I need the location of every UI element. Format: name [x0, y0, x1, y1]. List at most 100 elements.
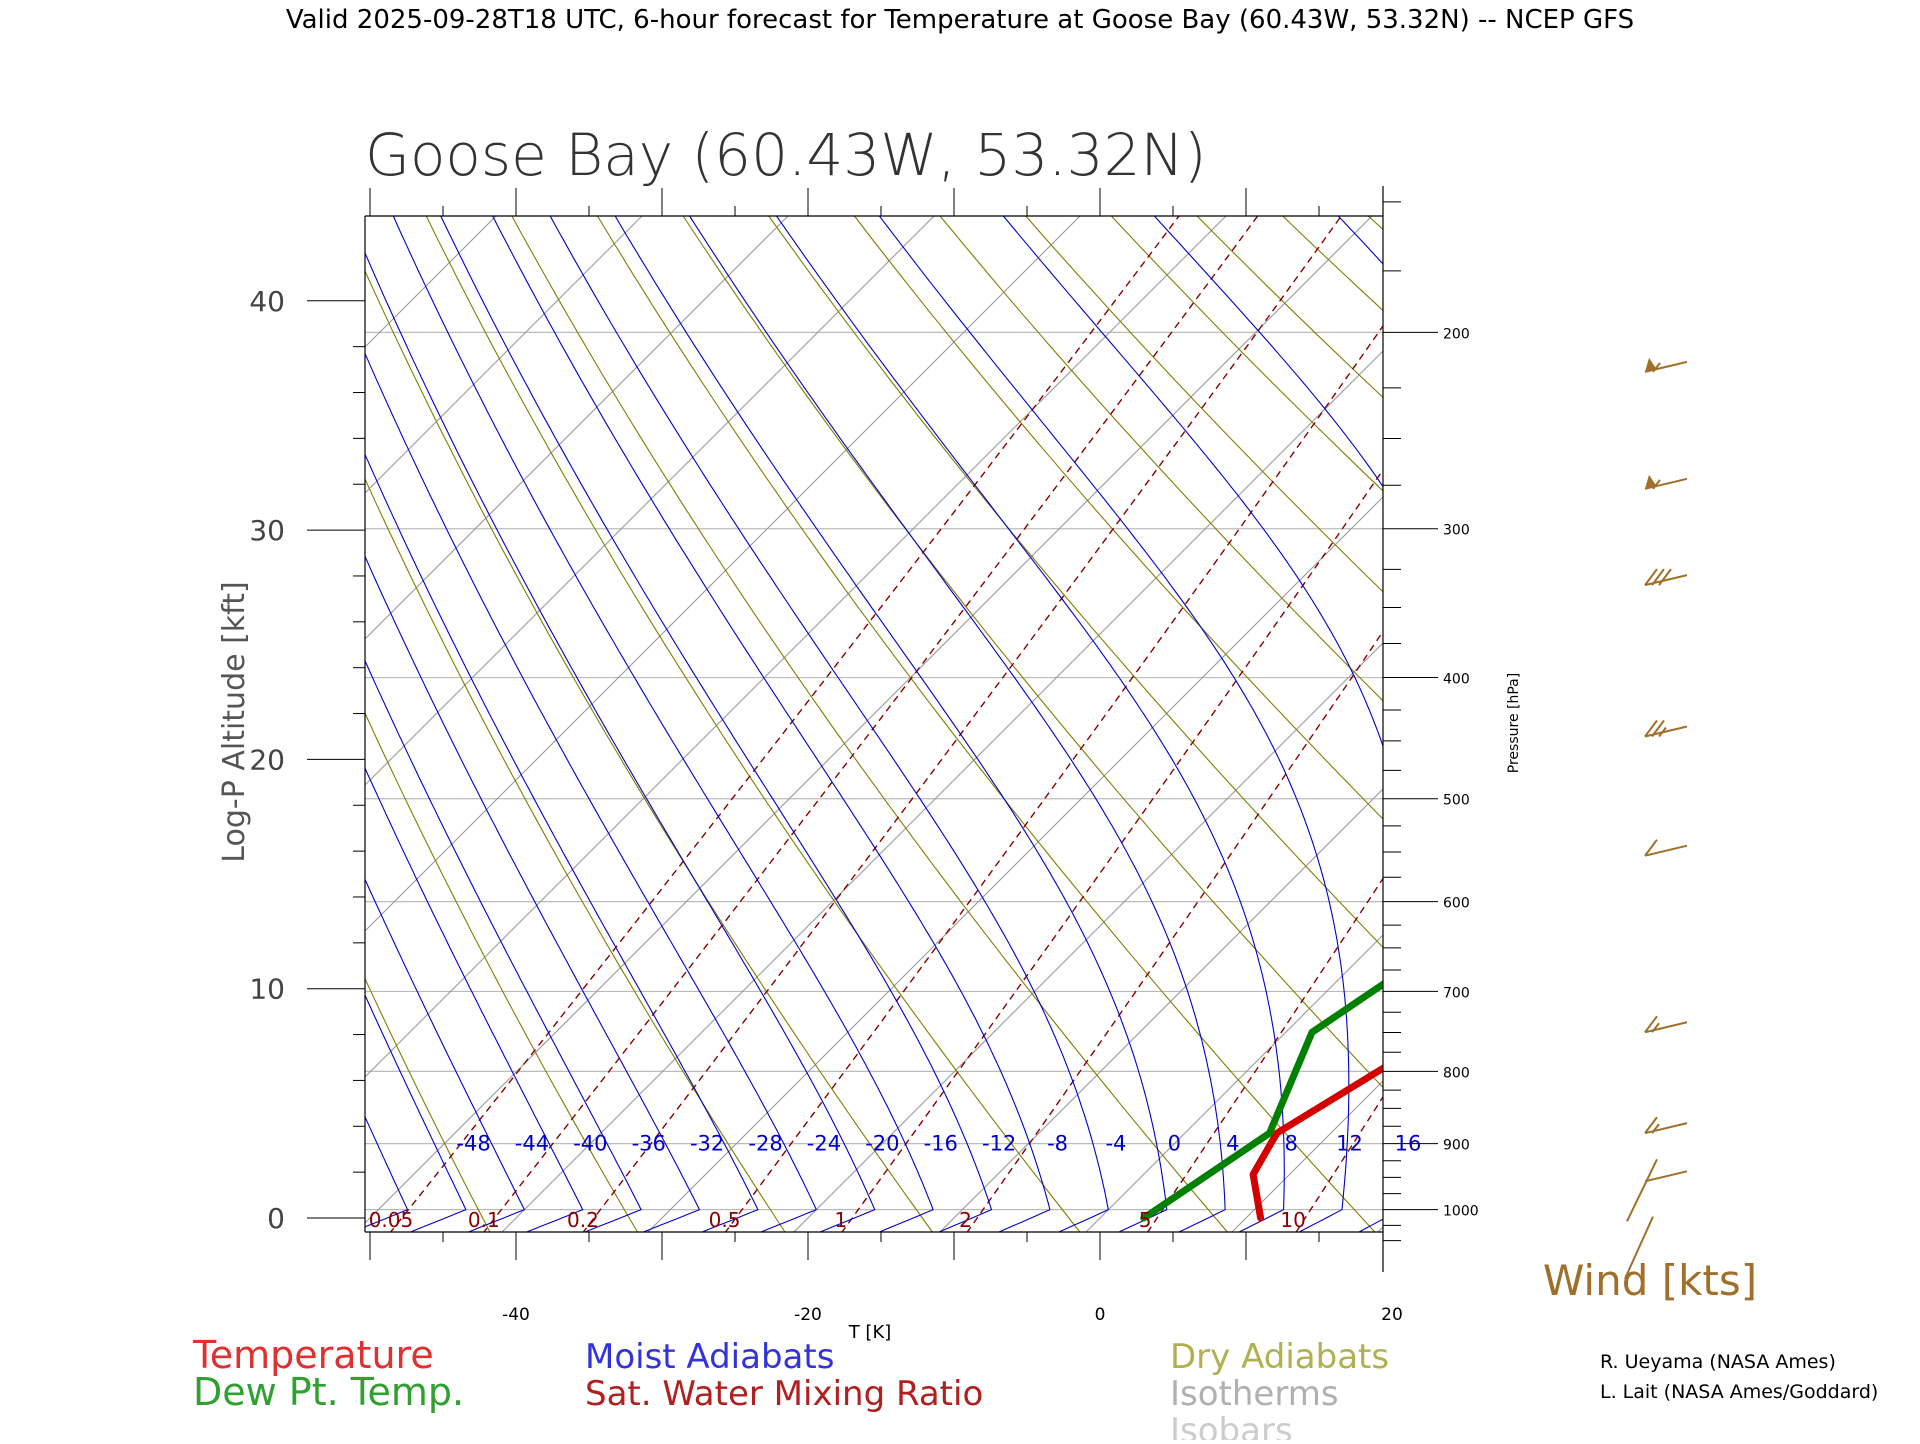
moist-adiabat-line [365, 878, 526, 1232]
pressure-tick-label: 900 [1443, 1138, 1470, 1154]
wind-barb-full [1644, 568, 1658, 586]
wind-barb [1626, 1158, 1688, 1222]
moist-adiabat-line [1002, 216, 1383, 1232]
dry-adiabat-line [511, 216, 1229, 1232]
moist-adiabat-label: -24 [807, 1132, 841, 1156]
moist-adiabat-label: -32 [690, 1132, 724, 1156]
wind-barb-full [1644, 839, 1658, 857]
moist-adiabat-line [365, 993, 467, 1232]
dry-adiabat-line [1196, 216, 1383, 399]
isotherm-line [1504, 209, 1920, 1252]
moist-adiabat-line [392, 216, 934, 1232]
mixing-ratio-label: 1 [834, 1208, 847, 1232]
moist-adiabat-label: -36 [632, 1132, 666, 1156]
legend-mixing-ratio: Sat. Water Mixing Ratio [585, 1374, 983, 1414]
mixing-ratio-line [841, 468, 1383, 1232]
credit-line-2: L. Lait (NASA Ames/Goddard) [1600, 1381, 1878, 1403]
dry-adiabat-line [1702, 209, 1920, 1252]
dry-adiabat-line [1616, 209, 1920, 1252]
wind-barb-staff [1626, 1158, 1658, 1222]
pressure-tick-label: 600 [1443, 896, 1470, 912]
legend-isobars: Isobars [1170, 1411, 1293, 1440]
wind-barb [1644, 1116, 1688, 1135]
wind-barb [1644, 839, 1688, 857]
wind-units-label: Wind [kts] [1543, 1256, 1757, 1305]
wind-barb [1644, 568, 1688, 587]
mixing-ratio-label: 0.5 [709, 1208, 741, 1232]
isotherm-line [501, 350, 1383, 1232]
moist-adiabat-line [614, 216, 1168, 1232]
moist-adiabat-line [491, 216, 1051, 1232]
legend-dry-adiabats: Dry Adiabats [1170, 1337, 1389, 1377]
isotherm-line [365, 216, 935, 786]
moist-adiabat-line [1337, 216, 1383, 265]
wind-barb-half [1658, 726, 1667, 738]
temperature-profile-line [1249, 1064, 1383, 1222]
wind-barb-staff [1644, 725, 1688, 738]
wind-barb-full [1644, 1116, 1658, 1134]
mixing-ratio-line [724, 324, 1383, 1232]
moist-adiabat-line [549, 216, 1109, 1232]
moist-adiabat-line [365, 453, 759, 1232]
y-tick-label: 20 [249, 743, 285, 776]
wind-barb-half [1652, 362, 1661, 373]
isotherm-line [647, 496, 1383, 1232]
pressure-axis-label: Pressure [hPa] [1506, 673, 1522, 773]
dry-adiabat-line [1787, 209, 1920, 1252]
isotherm-line [0, 209, 357, 1252]
x-tick-label: 20 [1381, 1305, 1403, 1325]
mixing-ratio-line [1146, 877, 1383, 1232]
dry-adiabat-line [853, 216, 1383, 820]
wind-barb [1624, 1216, 1654, 1280]
wind-barb-pennant [1645, 357, 1657, 372]
legend: Temperature Dew Pt. Temp. Moist Adiabats… [192, 1333, 1389, 1444]
moist-adiabat-label: 4 [1226, 1132, 1239, 1156]
moist-adiabat-line [365, 659, 642, 1232]
wind-barb-full [1644, 1015, 1658, 1033]
wind-barb-full [1658, 568, 1672, 586]
moist-adiabat-label: -20 [865, 1132, 899, 1156]
dry-adiabat-line [365, 269, 934, 1232]
dry-adiabat-line [1872, 209, 1920, 1252]
moist-adiabat-label: -40 [573, 1132, 607, 1156]
dry-adiabat-line [1024, 216, 1383, 593]
isotherm-line [1377, 1226, 1383, 1232]
y-tick-label: 30 [249, 514, 285, 547]
wind-barb-half [1651, 1123, 1660, 1134]
moist-adiabat-line [1153, 216, 1383, 488]
x-tick-label: 0 [1095, 1305, 1106, 1325]
dry-adiabat-line [682, 216, 1383, 1089]
dry-adiabat-line [1110, 216, 1383, 492]
dry-adiabat-line [365, 477, 786, 1232]
wind-barb-staff [1644, 1122, 1688, 1135]
moist-adiabat-line [365, 352, 818, 1232]
pressure-tick-label: 800 [1443, 1065, 1470, 1081]
isotherm-line [365, 216, 643, 494]
isotherm-line [365, 216, 1227, 1078]
isotherm-line [0, 209, 211, 1252]
diagram-background-lines [0, 209, 1920, 1252]
dry-adiabat-line [425, 216, 1081, 1232]
mixing-ratio-line [1295, 1095, 1383, 1232]
moist-adiabat-line [365, 555, 701, 1232]
dewpoint-profile-line [1140, 980, 1383, 1222]
dry-adiabat-line [939, 216, 1383, 702]
isotherm-line [1085, 934, 1383, 1232]
y-tick-label: 40 [249, 285, 285, 318]
x-tick-label: -20 [794, 1305, 822, 1325]
wind-barb-staff [1644, 844, 1688, 857]
dry-adiabat-line [596, 216, 1376, 1232]
moist-adiabat-line [688, 216, 1226, 1232]
axes [307, 186, 1438, 1272]
pressure-tick-label: 1000 [1443, 1204, 1479, 1220]
wind-barb-staff [1624, 1216, 1654, 1280]
mixing-ratio-line [966, 630, 1383, 1232]
moist-adiabat-line [365, 251, 876, 1232]
credit-line-1: R. Ueyama (NASA Ames) [1600, 1351, 1836, 1373]
moist-adiabat-line [440, 216, 993, 1232]
moist-adiabat-label: -48 [456, 1132, 490, 1156]
chart-title: Goose Bay (60.43W, 53.32N) [365, 121, 1206, 189]
x-axis-label: T [K] [848, 1322, 892, 1343]
dry-adiabat-line [0, 209, 54, 1252]
moist-adiabat-label: 8 [1284, 1132, 1297, 1156]
